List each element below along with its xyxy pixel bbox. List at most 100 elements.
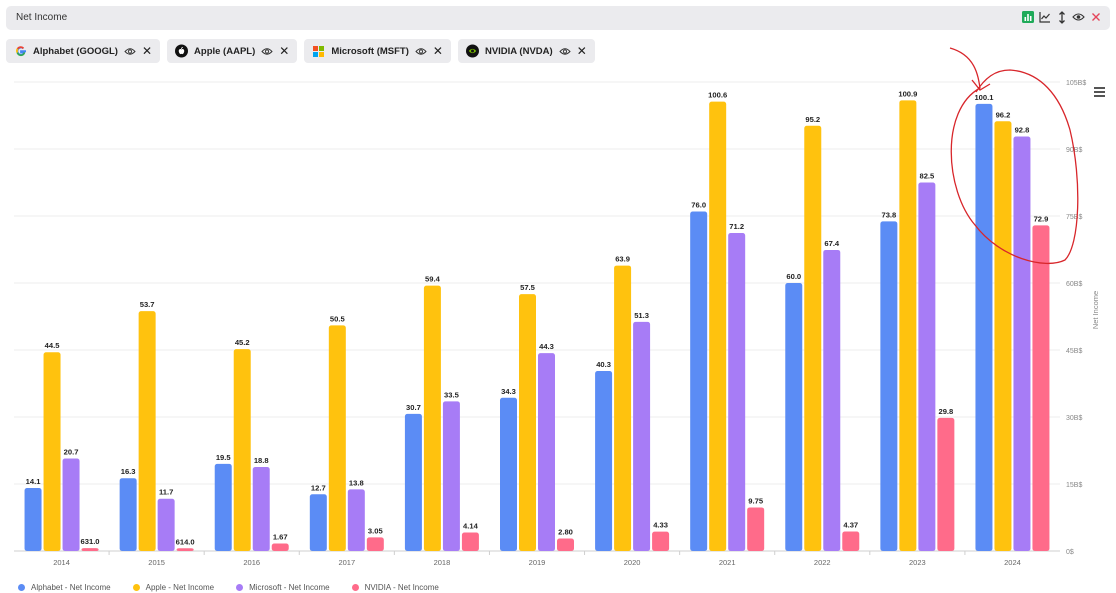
data-label: 4.14 <box>463 522 479 531</box>
close-icon[interactable] <box>1089 10 1102 24</box>
bar[interactable] <box>423 285 441 551</box>
bar[interactable] <box>233 349 251 551</box>
apple-logo-icon <box>175 44 189 58</box>
chart-toolbar <box>1021 10 1102 24</box>
eye-icon[interactable] <box>261 47 273 56</box>
bar[interactable] <box>728 232 746 551</box>
bar[interactable] <box>347 489 365 551</box>
bar[interactable] <box>214 463 232 551</box>
bar[interactable] <box>785 283 803 551</box>
ticker-chip-alphabet[interactable]: Alphabet (GOOGL) ✕ <box>6 39 161 63</box>
x-tick-label: 2021 <box>719 558 736 567</box>
bar[interactable] <box>633 321 651 551</box>
bar[interactable] <box>1032 225 1050 551</box>
data-label: 60.0 <box>786 272 801 281</box>
bar[interactable] <box>994 121 1012 551</box>
data-label: 4.33 <box>653 521 668 530</box>
x-tick-label: 2016 <box>243 558 260 567</box>
remove-icon[interactable]: ✕ <box>141 44 153 58</box>
data-label: 9.75 <box>748 496 764 505</box>
data-label: 19.5 <box>216 453 232 462</box>
data-label: 13.8 <box>349 478 364 487</box>
chart-menu-icon[interactable] <box>1094 87 1105 99</box>
resize-vertical-icon[interactable] <box>1055 10 1068 24</box>
bar[interactable] <box>271 543 289 551</box>
bar[interactable] <box>538 353 555 551</box>
bar[interactable] <box>81 548 99 551</box>
data-label: 50.5 <box>330 314 346 323</box>
bar[interactable] <box>252 467 270 551</box>
ticker-chip-microsoft[interactable]: Microsoft (MSFT) ✕ <box>304 39 451 63</box>
x-tick-label: 2019 <box>529 558 546 567</box>
remove-icon[interactable]: ✕ <box>432 44 443 58</box>
ticker-chip-nvidia[interactable]: NVIDIA (NVDA) ✕ <box>457 39 595 63</box>
eye-icon[interactable] <box>124 47 136 56</box>
bar[interactable] <box>328 325 346 551</box>
bar-chart-icon[interactable] <box>1021 10 1034 24</box>
legend-label: NVIDIA - Net Income <box>364 583 439 592</box>
bar[interactable] <box>43 352 61 551</box>
bar[interactable] <box>880 221 898 552</box>
eye-icon[interactable] <box>1072 10 1085 24</box>
bar[interactable] <box>500 397 517 551</box>
chart-title: Net Income <box>16 12 68 23</box>
bar[interactable] <box>690 211 708 552</box>
bar[interactable] <box>975 103 993 552</box>
bar[interactable] <box>461 532 479 551</box>
bar[interactable] <box>404 413 422 551</box>
eye-icon[interactable] <box>415 47 427 56</box>
bar[interactable] <box>442 401 460 551</box>
bar[interactable] <box>918 182 936 552</box>
data-label: 30.7 <box>406 403 421 412</box>
bar[interactable] <box>899 100 917 552</box>
bar[interactable] <box>138 311 156 551</box>
y-tick-label: 75B$ <box>1066 214 1082 221</box>
bar[interactable] <box>24 488 42 551</box>
data-label: 44.3 <box>539 342 554 351</box>
remove-icon[interactable]: ✕ <box>576 44 587 58</box>
bar[interactable] <box>62 458 80 551</box>
data-label: 100.1 <box>974 93 994 102</box>
ticker-label: Alphabet (GOOGL) <box>33 45 118 57</box>
legend-label: Apple - Net Income <box>145 583 215 592</box>
legend-item[interactable]: NVIDIA - Net Income <box>351 583 439 592</box>
legend-label: Alphabet - Net Income <box>31 583 111 592</box>
data-label: 59.4 <box>425 275 441 284</box>
bar[interactable] <box>557 538 574 551</box>
x-tick-label: 2020 <box>624 558 641 567</box>
bar[interactable] <box>1013 136 1031 551</box>
bar[interactable] <box>157 498 175 551</box>
bar[interactable] <box>804 125 822 552</box>
bar[interactable] <box>652 531 670 551</box>
remove-icon[interactable]: ✕ <box>279 44 290 58</box>
line-chart-icon[interactable] <box>1038 10 1051 24</box>
data-label: 14.1 <box>26 477 42 486</box>
nvidia-logo-icon <box>465 44 479 58</box>
bar[interactable] <box>176 548 194 551</box>
ticker-chip-apple[interactable]: Apple (AAPL) ✕ <box>167 39 298 63</box>
bar[interactable] <box>937 417 955 551</box>
data-label: 82.5 <box>919 172 935 181</box>
bar[interactable] <box>595 370 613 551</box>
bar[interactable] <box>842 531 860 551</box>
y-tick-label: 30B$ <box>1066 415 1082 422</box>
bar[interactable] <box>366 537 384 551</box>
data-label: 29.8 <box>938 407 953 416</box>
data-label: 34.3 <box>501 387 516 396</box>
bar[interactable] <box>519 294 536 551</box>
chart-header: Net Income <box>6 6 1110 30</box>
bar[interactable] <box>747 507 765 551</box>
y-tick-label: 60B$ <box>1066 281 1082 288</box>
bar[interactable] <box>709 101 727 552</box>
bar[interactable] <box>614 265 632 551</box>
eye-icon[interactable] <box>559 47 571 56</box>
legend-item[interactable]: Microsoft - Net Income <box>236 583 330 592</box>
data-label: 614.0 <box>176 537 195 546</box>
bar[interactable] <box>119 478 137 551</box>
bar[interactable] <box>309 494 327 551</box>
bar[interactable] <box>823 249 841 552</box>
legend-item[interactable]: Alphabet - Net Income <box>18 583 111 592</box>
legend-item[interactable]: Apple - Net Income <box>132 583 215 592</box>
data-label: 57.5 <box>520 283 536 292</box>
